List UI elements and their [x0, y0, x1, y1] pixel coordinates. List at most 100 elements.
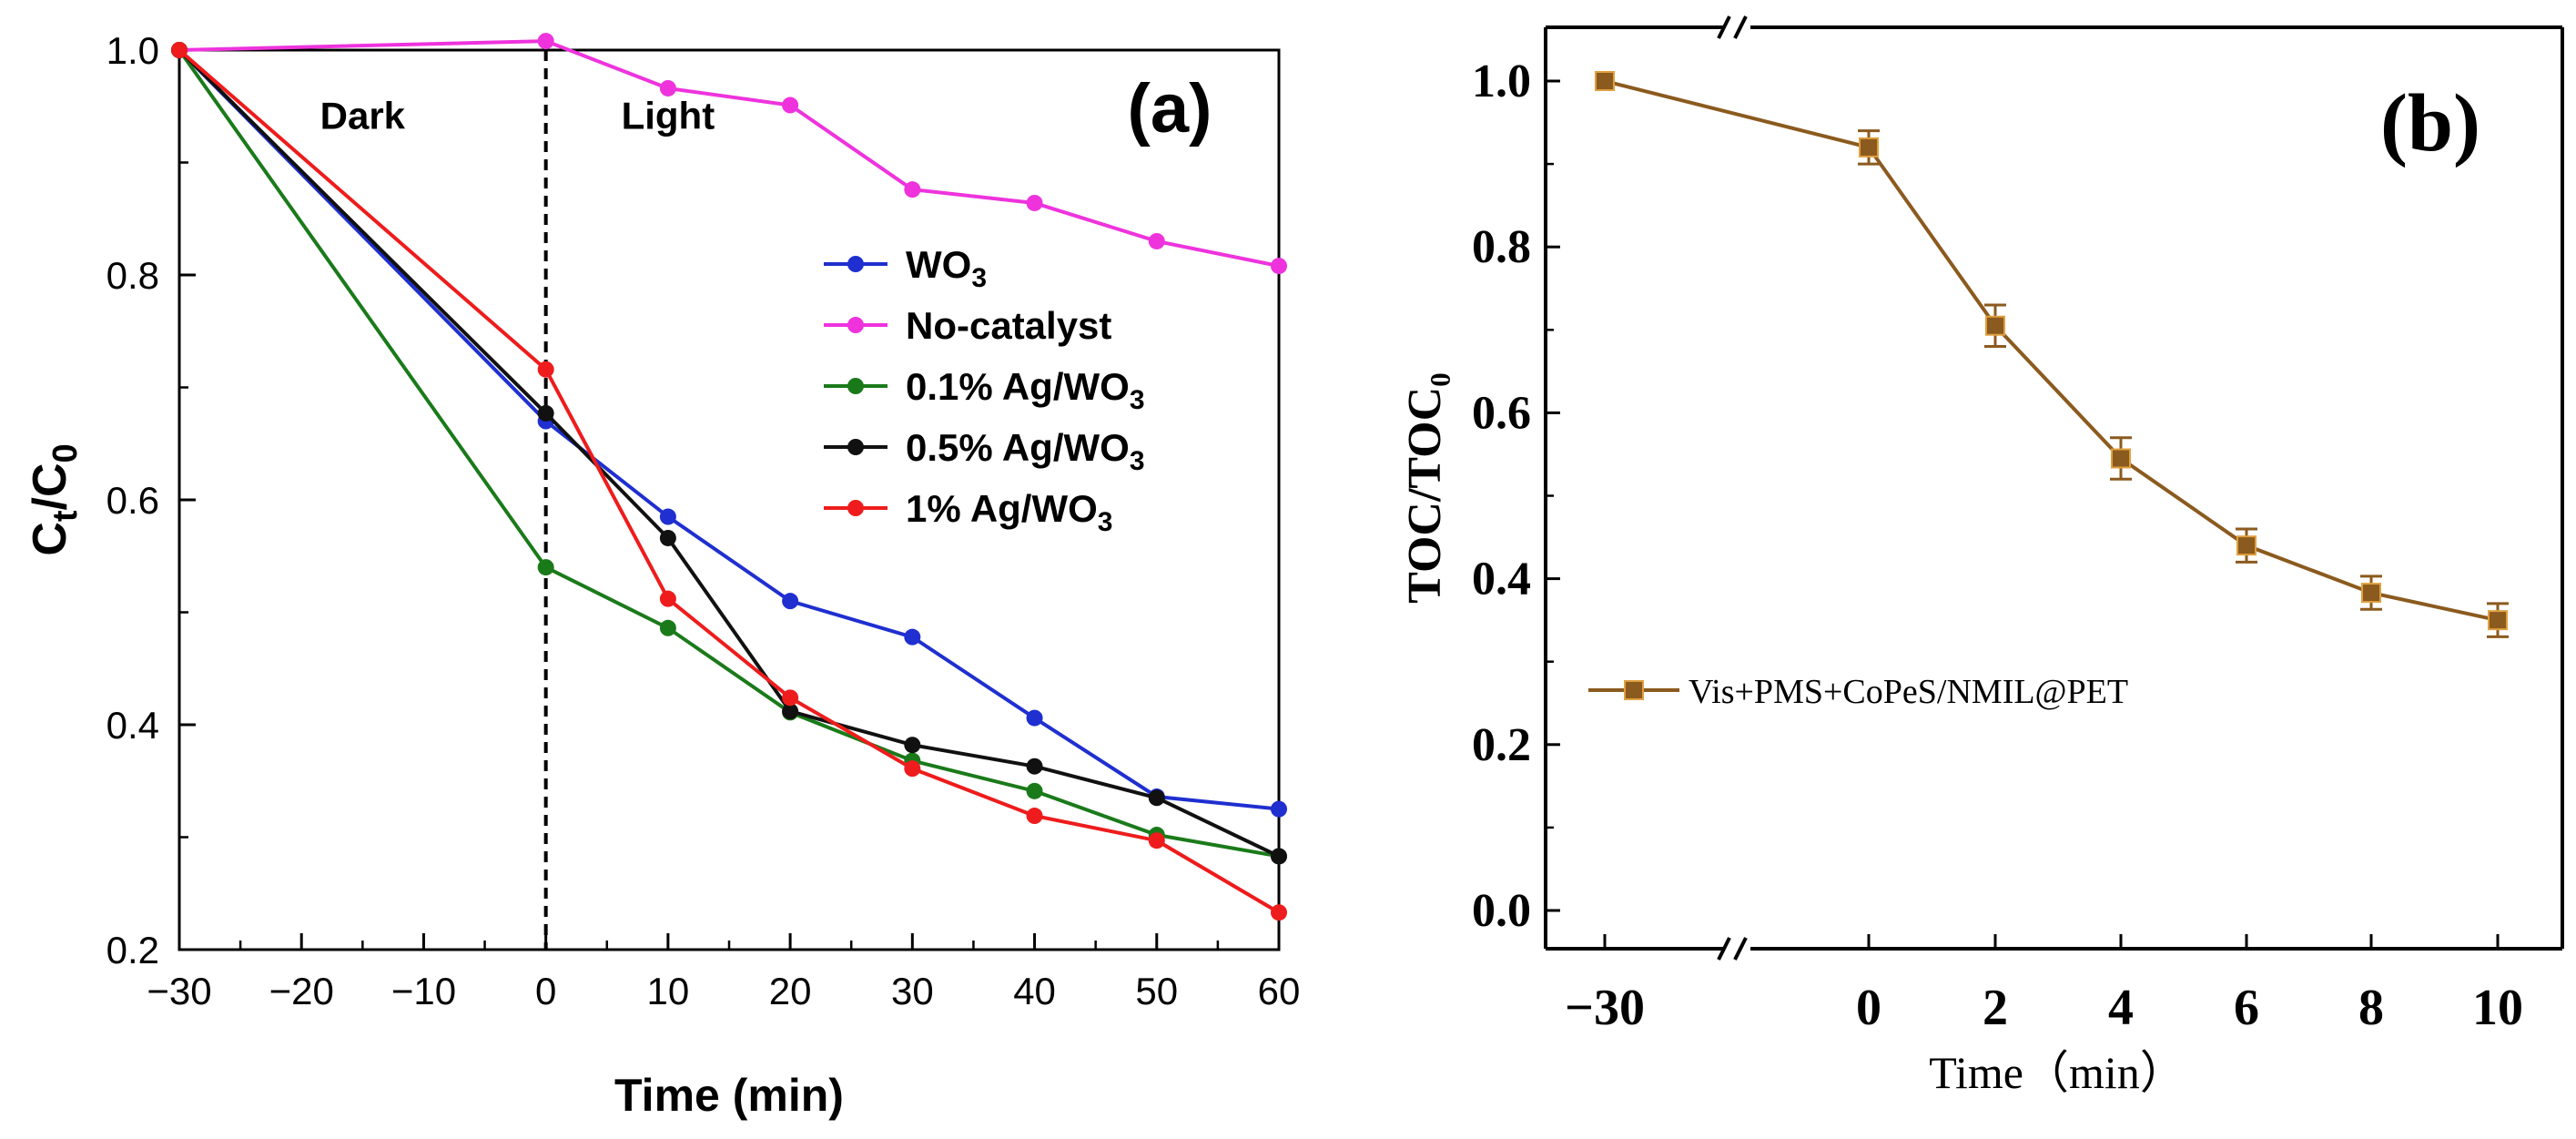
data-point	[2488, 610, 2508, 631]
legend-marker	[847, 378, 864, 394]
data-point	[537, 33, 554, 50]
legend-label: 0.5% Ag/WO3	[906, 426, 1145, 476]
legend-marker	[847, 256, 864, 272]
series-line	[177, 48, 1280, 859]
data-point	[1148, 232, 1165, 249]
data-point	[659, 529, 676, 546]
data-point	[2361, 583, 2381, 604]
data-point	[1148, 789, 1165, 807]
data-point	[1271, 800, 1287, 818]
x-axis-title: Time (min)	[614, 1070, 844, 1121]
data-point	[1026, 194, 1043, 211]
series-no-catalyst	[171, 33, 1287, 275]
data-point	[904, 628, 921, 646]
axis-break-mark	[1733, 937, 1748, 961]
x-tick-label: 2	[1983, 980, 2008, 1036]
data-point	[782, 689, 799, 707]
series-line	[177, 48, 1280, 811]
axis-break-mark	[1733, 15, 1748, 39]
panel-a-label: (a)	[1128, 70, 1212, 147]
x-tick-label: 10	[2472, 980, 2523, 1036]
x-tick-label: −30	[1565, 980, 1645, 1036]
legend-entry: No-catalyst	[824, 304, 1111, 347]
x-tick-label: 30	[891, 970, 934, 1012]
y-tick-label: 1.0	[106, 29, 159, 72]
x-tick-label: 50	[1135, 970, 1178, 1012]
data-point	[1026, 808, 1043, 825]
legend-label: 0.1% Ag/WO3	[906, 365, 1145, 415]
panel-b-label: (b)	[2380, 78, 2480, 168]
series-vis-pms-copes-nmil-pet	[1595, 71, 2509, 638]
x-tick-label: 0	[535, 970, 556, 1012]
data-point	[1985, 315, 2005, 336]
y-axis-title: TOC/TOC₀	[1399, 372, 1451, 604]
legend-label: WO3	[906, 243, 987, 293]
legend-entry: WO3	[824, 243, 987, 293]
legend-entry: 0.1% Ag/WO3	[824, 365, 1145, 415]
data-point	[1148, 832, 1165, 849]
data-point	[1595, 71, 1615, 91]
data-point	[782, 593, 799, 610]
series-line	[1604, 79, 2499, 623]
data-point	[537, 559, 554, 576]
x-tick-label: 8	[2358, 980, 2384, 1036]
legend-marker	[847, 500, 864, 516]
data-point	[782, 97, 799, 114]
y-tick-label: 0.8	[1472, 221, 1531, 273]
y-tick-label: 0.0	[1472, 885, 1531, 937]
data-point	[2111, 448, 2131, 469]
data-point	[659, 508, 676, 525]
data-point	[904, 181, 921, 198]
legend-entry: 0.5% Ag/WO3	[824, 426, 1145, 476]
region-label-dark: Dark	[320, 94, 406, 137]
legend-entry: 1% Ag/WO3	[824, 487, 1112, 537]
y-tick-label: 0.6	[1472, 387, 1531, 439]
x-tick-label: 6	[2234, 980, 2259, 1036]
data-point	[537, 361, 554, 378]
data-point	[782, 703, 799, 720]
data-point	[659, 619, 676, 636]
axis-break-mark	[1717, 937, 1731, 961]
y-tick-label: 0.2	[106, 929, 159, 971]
region-label-light: Light	[622, 94, 715, 137]
y-tick-label: 0.8	[106, 254, 159, 297]
data-point	[2236, 535, 2257, 556]
data-point	[1026, 782, 1043, 799]
data-point	[659, 590, 676, 607]
panel-a-frame	[177, 48, 1281, 951]
y-tick-label: 0.2	[1472, 719, 1531, 771]
data-point	[1026, 709, 1043, 727]
x-tick-label: 4	[2108, 980, 2134, 1036]
legend-label: No-catalyst	[906, 304, 1111, 347]
series-1-ag-wo3	[171, 42, 1287, 921]
legend-marker	[1624, 680, 1644, 700]
series-line	[177, 48, 1281, 914]
x-axis-title: Time（min）	[1929, 1047, 2186, 1098]
data-point	[904, 737, 921, 754]
y-tick-label: 0.6	[106, 479, 159, 522]
panel-a: −30 −20 −10 0 10 20 30 40 50 60 0.2 0.4 0.6 0.8 1.0 Tim…	[24, 29, 1300, 1121]
data-point	[1026, 758, 1043, 775]
legend-marker	[847, 317, 864, 333]
data-point	[1271, 848, 1287, 865]
panel-b: 0.0 0.2 0.4 0.6 0.8 1.0 −30 0 2 4 6 8 10 Time（min） TOC…	[1399, 15, 2564, 1098]
legend-marker	[847, 439, 864, 455]
x-tick-label: −20	[269, 970, 334, 1012]
x-tick-label: −30	[147, 970, 211, 1012]
y-tick-label: 0.4	[106, 704, 159, 747]
data-point	[171, 42, 188, 58]
data-point	[904, 760, 921, 778]
x-tick-label: 10	[647, 970, 690, 1012]
y-tick-label: 1.0	[1472, 56, 1531, 107]
series-line	[177, 48, 1280, 859]
legend-label: Vis+PMS+CoPeS/NMIL@PET	[1689, 673, 2128, 711]
series-line	[178, 39, 1280, 269]
legend-entry: Vis+PMS+CoPeS/NMIL@PET	[1588, 673, 2128, 711]
x-tick-label: 0	[1856, 980, 1881, 1036]
x-tick-label: 40	[1013, 970, 1056, 1012]
x-tick-label: 20	[769, 970, 812, 1012]
data-point	[537, 404, 554, 422]
legend-label: 1% Ag/WO3	[906, 487, 1112, 537]
x-tick-label: 60	[1258, 970, 1301, 1012]
